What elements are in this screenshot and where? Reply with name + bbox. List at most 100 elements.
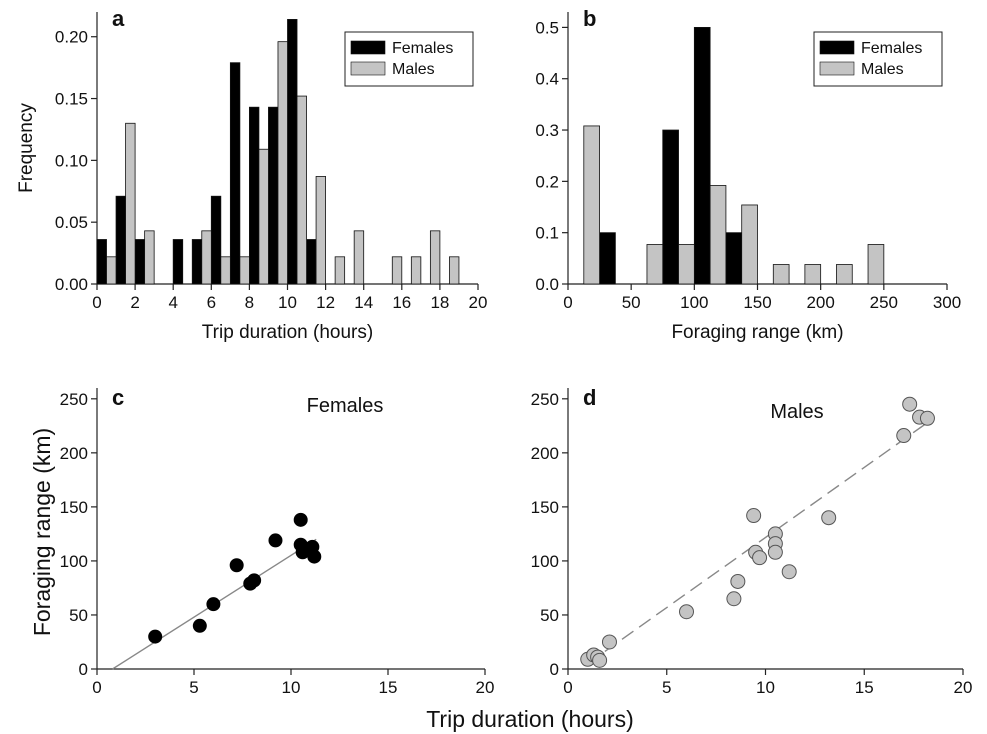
- male-legend-swatch: [350, 61, 386, 76]
- y-tick-label: 200: [60, 444, 88, 463]
- legend-label: Females: [392, 40, 453, 57]
- male-point: [767, 544, 783, 560]
- female-point: [247, 573, 262, 588]
- x-tick-label: 0: [563, 678, 572, 697]
- x-tick-label: 14: [354, 293, 373, 312]
- female-bar: [662, 129, 679, 285]
- y-tick-label: 0.3: [535, 121, 559, 140]
- male-bar: [583, 125, 600, 285]
- y-tick-label: 0.00: [55, 275, 88, 294]
- y-tick-label: 0.05: [55, 213, 88, 232]
- female-legend-swatch: [819, 40, 855, 55]
- male-bar: [678, 244, 695, 285]
- x-tick-label: 16: [392, 293, 411, 312]
- panel-letter: b: [583, 6, 596, 31]
- x-tick-label: 2: [130, 293, 139, 312]
- y-tick-label: 150: [60, 498, 88, 517]
- female-bar: [229, 62, 241, 285]
- female-bar: [115, 195, 126, 285]
- male-point: [902, 396, 918, 412]
- male-bar: [449, 256, 460, 285]
- female-bar: [693, 26, 711, 285]
- y-tick-label: 200: [531, 444, 559, 463]
- x-tick-label: 150: [743, 293, 771, 312]
- female-point: [192, 618, 207, 633]
- male-bar: [410, 256, 422, 285]
- male-point: [601, 634, 617, 650]
- y-tick-label: 0.20: [55, 28, 88, 47]
- male-bar: [315, 176, 327, 285]
- y-tick-label: 50: [540, 606, 559, 625]
- panel-letter: a: [112, 6, 125, 31]
- male-point: [752, 550, 768, 566]
- x-axis-title: Foraging range (km): [671, 322, 843, 343]
- male-point: [781, 564, 797, 580]
- male-point: [679, 604, 694, 620]
- female-point: [229, 558, 244, 573]
- panel-a: 0 2 4 6 8 10 12 14 16 18 20 0.00 0.05 0.10 0.15 0.20 a Tr…: [16, 6, 487, 343]
- x-tick-label: 10: [756, 678, 775, 697]
- x-tick-label: 10: [282, 678, 301, 697]
- panel-b: 0 50 100 150 200 250 300 0.0 0.1 0.2 0.3 0.4 0.5 b For…: [535, 6, 961, 343]
- y-tick-label: 100: [60, 552, 88, 571]
- panel-letter: c: [112, 385, 124, 410]
- female-point: [268, 533, 283, 548]
- x-tick-label: 0: [563, 293, 572, 312]
- male-bar: [239, 256, 250, 285]
- shared-x-axis-title: Trip duration (hours): [426, 706, 634, 732]
- male-point: [821, 510, 837, 526]
- legend-label: Males: [392, 61, 435, 78]
- x-tick-label: 18: [430, 293, 449, 312]
- x-tick-label: 300: [933, 293, 961, 312]
- x-tick-label: 0: [92, 678, 101, 697]
- female-bar: [599, 232, 616, 285]
- x-tick-label: 15: [379, 678, 398, 697]
- y-tick-label: 0.5: [535, 18, 559, 37]
- x-tick-label: 5: [662, 678, 671, 697]
- x-tick-label: 15: [855, 678, 874, 697]
- male-bar: [804, 264, 822, 285]
- female-bar: [96, 239, 107, 285]
- x-tick-label: 20: [476, 678, 495, 697]
- y-axis-title: Frequency: [16, 103, 37, 193]
- male-bar: [741, 204, 758, 285]
- x-tick-label: 8: [245, 293, 254, 312]
- y-tick-label: 0: [550, 660, 559, 679]
- legend: Females Males: [813, 31, 943, 87]
- male-point: [896, 428, 912, 444]
- y-tick-label: 250: [531, 390, 559, 409]
- x-tick-label: 20: [469, 293, 488, 312]
- female-bar: [268, 106, 279, 285]
- x-tick-label: 250: [870, 293, 898, 312]
- male-bar: [836, 264, 853, 285]
- male-bar: [646, 244, 664, 285]
- panel-title: Females: [307, 395, 384, 417]
- female-legend-swatch: [350, 40, 386, 55]
- male-bar: [201, 230, 212, 285]
- y-tick-label: 0.0: [535, 275, 559, 294]
- male-legend-swatch: [819, 61, 855, 76]
- male-point: [746, 508, 762, 524]
- x-tick-label: 5: [189, 678, 198, 697]
- y-tick-label: 0: [79, 660, 88, 679]
- male-point: [730, 573, 746, 589]
- male-bar: [258, 148, 269, 285]
- male-bar: [429, 230, 441, 285]
- y-tick-label: 0.2: [535, 172, 559, 191]
- male-bar: [709, 185, 727, 285]
- x-axis-title: Trip duration (hours): [202, 322, 373, 343]
- male-bar: [334, 256, 346, 285]
- male-bar: [277, 41, 288, 285]
- male-bar: [220, 256, 231, 285]
- panel-title: Males: [770, 401, 823, 423]
- x-tick-label: 10: [278, 293, 297, 312]
- y-tick-label: 100: [531, 552, 559, 571]
- male-bar: [106, 256, 117, 285]
- y-tick-label: 150: [531, 498, 559, 517]
- x-tick-label: 0: [92, 293, 101, 312]
- y-tick-label: 250: [60, 390, 88, 409]
- female-point: [206, 597, 221, 612]
- y-tick-label: 50: [69, 606, 88, 625]
